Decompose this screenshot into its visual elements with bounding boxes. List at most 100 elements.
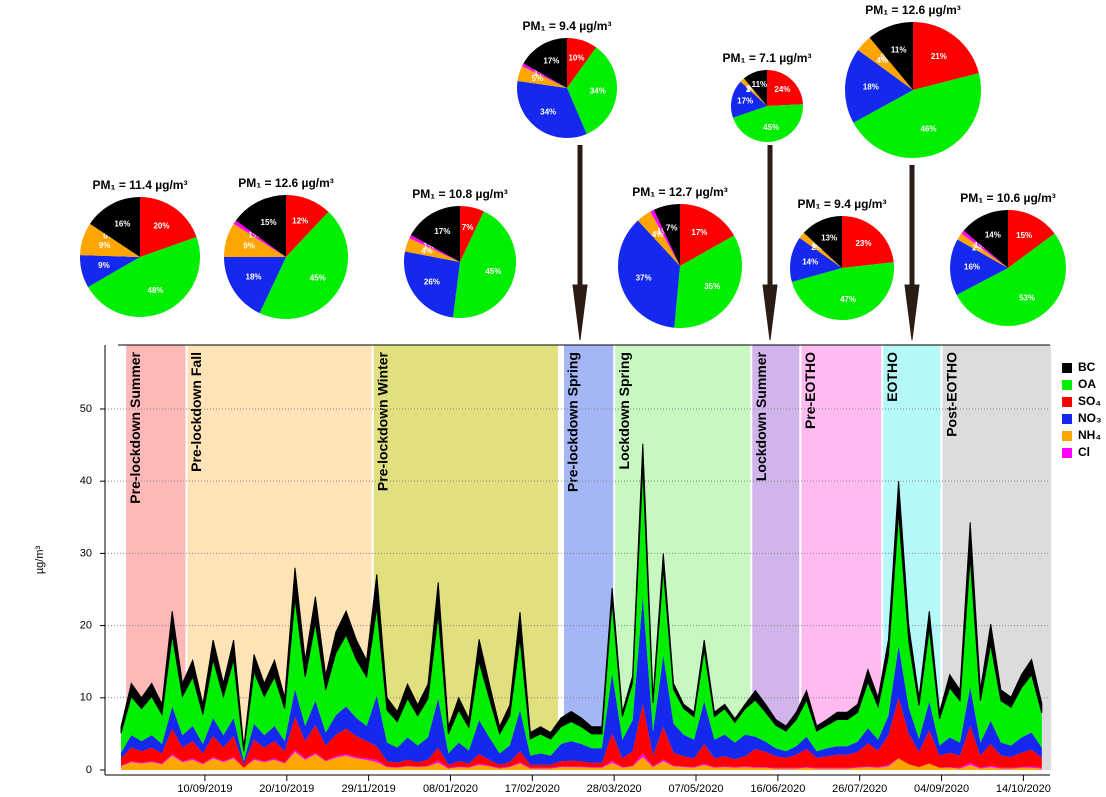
pie-label: 34%	[540, 108, 556, 117]
legend-swatch	[1062, 431, 1072, 441]
pie-slice	[961, 230, 1008, 268]
legend-swatch	[1062, 397, 1072, 407]
pie-label: 7%	[462, 223, 474, 232]
period-label: Lockdown Spring	[616, 352, 632, 469]
legend-label: NH₄	[1078, 428, 1101, 442]
pie-slice	[653, 204, 680, 266]
pie-slice	[963, 210, 1008, 268]
axes-layer: µg/m³ 0 10 20 30 40 50 10/09/2019 20/10/2019 29/…	[34, 344, 1051, 795]
pie-title: PM₁ = 12.6 µg/m³	[238, 176, 334, 190]
pie-slice	[403, 251, 460, 318]
pie-slice	[1008, 210, 1055, 268]
pie-slice	[517, 81, 587, 139]
legend-label: OA	[1078, 377, 1096, 391]
pie-title: PM₁ = 12.6 µg/m³	[865, 3, 961, 17]
x-tick-label: 28/03/2020	[587, 783, 642, 795]
pie-slice	[224, 223, 286, 257]
pie-label: 16%	[114, 219, 130, 228]
x-tick-label: 08/01/2020	[423, 783, 478, 795]
arrow-head	[572, 284, 588, 341]
pie-label: 17%	[543, 56, 559, 65]
x-tick-label: 14/10/2020	[996, 783, 1051, 795]
plot-layer	[120, 443, 1043, 770]
pie-label: 14%	[985, 231, 1001, 240]
pie-title: PM₁ = 9.4 µg/m³	[798, 197, 887, 211]
pie-slice	[803, 216, 842, 268]
pie-label: 45%	[763, 123, 779, 132]
legend-label: Cl	[1078, 445, 1090, 459]
pie-slice	[732, 104, 804, 142]
x-tick-label: 20/10/2019	[259, 783, 314, 795]
legend-label: NO₃	[1078, 411, 1102, 425]
pie-slice	[224, 257, 286, 314]
pie-label: 9%	[99, 241, 111, 250]
y-axis-label: µg/m³	[34, 545, 46, 574]
area-series	[121, 749, 1042, 769]
pie-slice	[460, 206, 484, 262]
pie-slice	[452, 211, 516, 319]
pie-slice	[409, 235, 460, 262]
period-label: Pre-lockdown Winter	[374, 351, 390, 491]
pie-label: 4%	[421, 246, 433, 255]
legend: BC OA SO₄ NO₃ NH₄ Cl	[1062, 360, 1102, 459]
area-series	[121, 596, 1042, 765]
period-label: Pre-lockdown Summer	[127, 351, 143, 503]
pie-slice	[618, 220, 680, 328]
pie-slice	[845, 50, 913, 123]
legend-label: SO₄	[1078, 394, 1101, 408]
pie-label: 13%	[821, 234, 837, 243]
period-label: Pre-lockdown Fall	[188, 352, 204, 472]
period-label: Pre-lockdown Spring	[565, 352, 581, 492]
legend-swatch	[1062, 363, 1072, 373]
pie-slice	[674, 235, 742, 328]
pie-label: 1%	[657, 227, 669, 236]
pie-label: 35%	[704, 282, 720, 291]
area-series	[121, 466, 1042, 762]
pie-title: PM₁ = 10.8 µg/m³	[412, 187, 508, 201]
pie-slice	[789, 237, 842, 282]
x-tick-label: 17/02/2020	[505, 783, 560, 795]
y-tick-label: 40	[80, 475, 92, 487]
x-tick-label: 16/06/2020	[750, 783, 805, 795]
pie-label: 10%	[568, 54, 584, 63]
y-tick-label: 20	[80, 619, 92, 631]
pie-label: 9%	[243, 241, 255, 250]
pie-title: PM₁ = 7.1 µg/m³	[723, 51, 812, 65]
pie-label: 2%	[746, 85, 758, 94]
pie-label: 18%	[863, 82, 879, 91]
pie-label: 2%	[811, 243, 823, 252]
y-tick-label: 50	[80, 403, 92, 415]
pie-slice	[730, 81, 767, 118]
arrows	[572, 145, 920, 341]
pie-slice	[233, 220, 286, 257]
pie-slice	[80, 223, 140, 257]
pie-label: 17%	[434, 227, 450, 236]
area-series	[121, 697, 1042, 768]
period-label: EOTHO	[884, 352, 900, 402]
pie-slice	[567, 47, 618, 134]
y-tick-label: 30	[80, 547, 92, 559]
pie-slice	[740, 78, 767, 106]
pie-label: 16%	[964, 263, 980, 272]
pie-label: 47%	[840, 295, 856, 304]
pie-slice	[140, 197, 197, 257]
pie-label: 48%	[148, 286, 164, 295]
legend-swatch	[1062, 414, 1072, 424]
pie-slice	[410, 206, 460, 262]
x-tick-label: 26/07/2020	[832, 783, 887, 795]
legend-swatch	[1062, 380, 1072, 390]
period-label: Post-EOTHO	[943, 352, 959, 437]
pie-slice	[799, 232, 842, 268]
pie-slice	[853, 73, 981, 158]
pie-slice	[949, 239, 1008, 295]
pie-slice	[650, 209, 680, 266]
pie-label: 17%	[691, 228, 707, 237]
arrow-head	[904, 284, 920, 341]
pie-label: 4%	[652, 230, 664, 239]
pie-label: 45%	[485, 267, 501, 276]
pie-label: 23%	[855, 239, 871, 248]
pie-label: 18%	[246, 273, 262, 282]
pie-label: 1%	[974, 241, 986, 250]
pie-slice	[88, 237, 200, 317]
pie-slice	[523, 37, 567, 88]
